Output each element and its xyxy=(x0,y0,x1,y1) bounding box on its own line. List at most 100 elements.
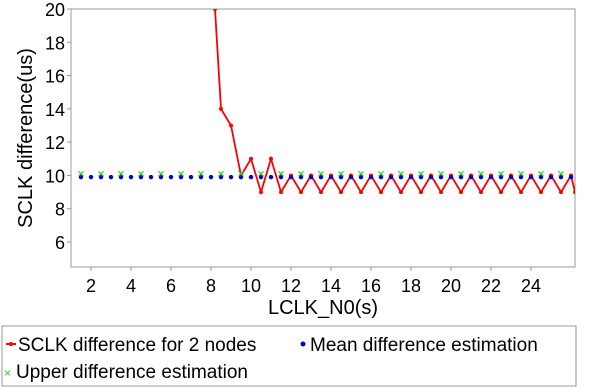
data-point xyxy=(118,170,124,177)
data-point xyxy=(488,174,494,180)
data-point xyxy=(128,174,134,180)
data-point xyxy=(238,174,244,180)
data-point xyxy=(538,170,544,177)
data-point xyxy=(438,174,444,180)
data-point xyxy=(219,106,223,111)
data-point xyxy=(268,174,274,180)
plot-area xyxy=(70,8,576,268)
data-point xyxy=(108,174,114,180)
y-tick-label: 12 xyxy=(45,133,65,153)
data-point xyxy=(378,170,384,177)
data-point xyxy=(573,190,575,195)
data-point xyxy=(318,170,324,177)
data-point xyxy=(428,174,434,180)
x-tick-label: 18 xyxy=(401,276,421,296)
x-tick-label: 14 xyxy=(321,276,341,296)
data-point xyxy=(278,174,284,180)
data-point xyxy=(138,170,144,177)
data-point xyxy=(548,174,554,180)
data-point xyxy=(138,174,144,180)
x-tick-label: 16 xyxy=(361,276,381,296)
data-point xyxy=(508,174,514,180)
data-point xyxy=(438,170,444,177)
data-point xyxy=(528,174,534,180)
data-point xyxy=(88,174,94,180)
data-point xyxy=(348,174,354,180)
data-point xyxy=(399,190,403,195)
series-2 xyxy=(78,170,564,177)
series-1 xyxy=(78,174,574,180)
data-point xyxy=(558,174,564,180)
data-point xyxy=(218,170,224,177)
data-point xyxy=(468,174,474,180)
data-point xyxy=(178,174,184,180)
y-axis-title: SCLK difference(us) xyxy=(15,48,37,228)
data-point xyxy=(208,174,214,180)
data-point xyxy=(419,190,423,195)
data-point xyxy=(238,170,244,177)
x-tick-label: 4 xyxy=(126,276,136,296)
data-point xyxy=(158,174,164,180)
series-layer xyxy=(78,9,575,196)
data-point xyxy=(158,170,164,177)
data-point xyxy=(298,170,304,177)
data-point xyxy=(298,174,304,180)
data-point xyxy=(278,170,284,177)
data-point xyxy=(98,170,104,177)
y-tick-label: 16 xyxy=(45,67,65,87)
data-point xyxy=(148,174,154,180)
x-tick-label: 12 xyxy=(281,276,301,296)
data-point xyxy=(178,170,184,177)
data-point xyxy=(269,156,273,161)
data-point xyxy=(398,170,404,177)
data-point xyxy=(279,190,283,195)
data-point xyxy=(308,174,314,180)
data-point xyxy=(258,174,264,180)
data-point xyxy=(538,174,544,180)
data-point xyxy=(198,170,204,177)
data-point xyxy=(288,174,294,180)
data-point xyxy=(378,174,384,180)
x-tick-label: 8 xyxy=(206,276,216,296)
data-point xyxy=(98,174,104,180)
data-point xyxy=(459,190,463,195)
data-point xyxy=(358,174,364,180)
data-point xyxy=(518,170,524,177)
data-point xyxy=(168,174,174,180)
data-point xyxy=(418,174,424,180)
data-point xyxy=(229,123,233,128)
data-point xyxy=(448,174,454,180)
legend-item-mean: Mean difference estimation xyxy=(300,335,538,356)
legend-swatch-sclk-dot xyxy=(9,342,13,346)
data-point xyxy=(188,174,194,180)
data-point xyxy=(498,170,504,177)
x-tick-label: 6 xyxy=(166,276,176,296)
data-point xyxy=(478,170,484,177)
data-point xyxy=(519,190,523,195)
data-point xyxy=(198,174,204,180)
y-tick-label: 8 xyxy=(55,200,65,220)
y-axis-ticks: 6 8 10 12 14 16 18 20 xyxy=(45,0,71,253)
data-point xyxy=(318,174,324,180)
data-point xyxy=(78,174,84,180)
legend-item-sclk: SCLK difference for 2 nodes xyxy=(6,335,256,356)
data-point xyxy=(338,170,344,177)
data-point xyxy=(418,170,424,177)
y-tick-label: 14 xyxy=(45,100,65,120)
legend-item-upper: × Upper difference estimation xyxy=(4,362,248,383)
data-point xyxy=(299,190,303,195)
data-point xyxy=(118,174,124,180)
y-tick-label: 20 xyxy=(45,0,65,20)
data-point xyxy=(228,174,234,180)
data-point xyxy=(379,190,383,195)
data-point xyxy=(368,174,374,180)
data-point xyxy=(408,174,414,180)
legend-label-sclk: SCLK difference for 2 nodes xyxy=(18,335,256,356)
legend-swatch-upper: × xyxy=(4,366,11,380)
data-point xyxy=(259,190,263,195)
legend-swatch-mean xyxy=(300,341,306,347)
legend-label-upper: Upper difference estimation xyxy=(16,362,248,383)
x-tick-label: 24 xyxy=(521,276,541,296)
data-point xyxy=(498,174,504,180)
